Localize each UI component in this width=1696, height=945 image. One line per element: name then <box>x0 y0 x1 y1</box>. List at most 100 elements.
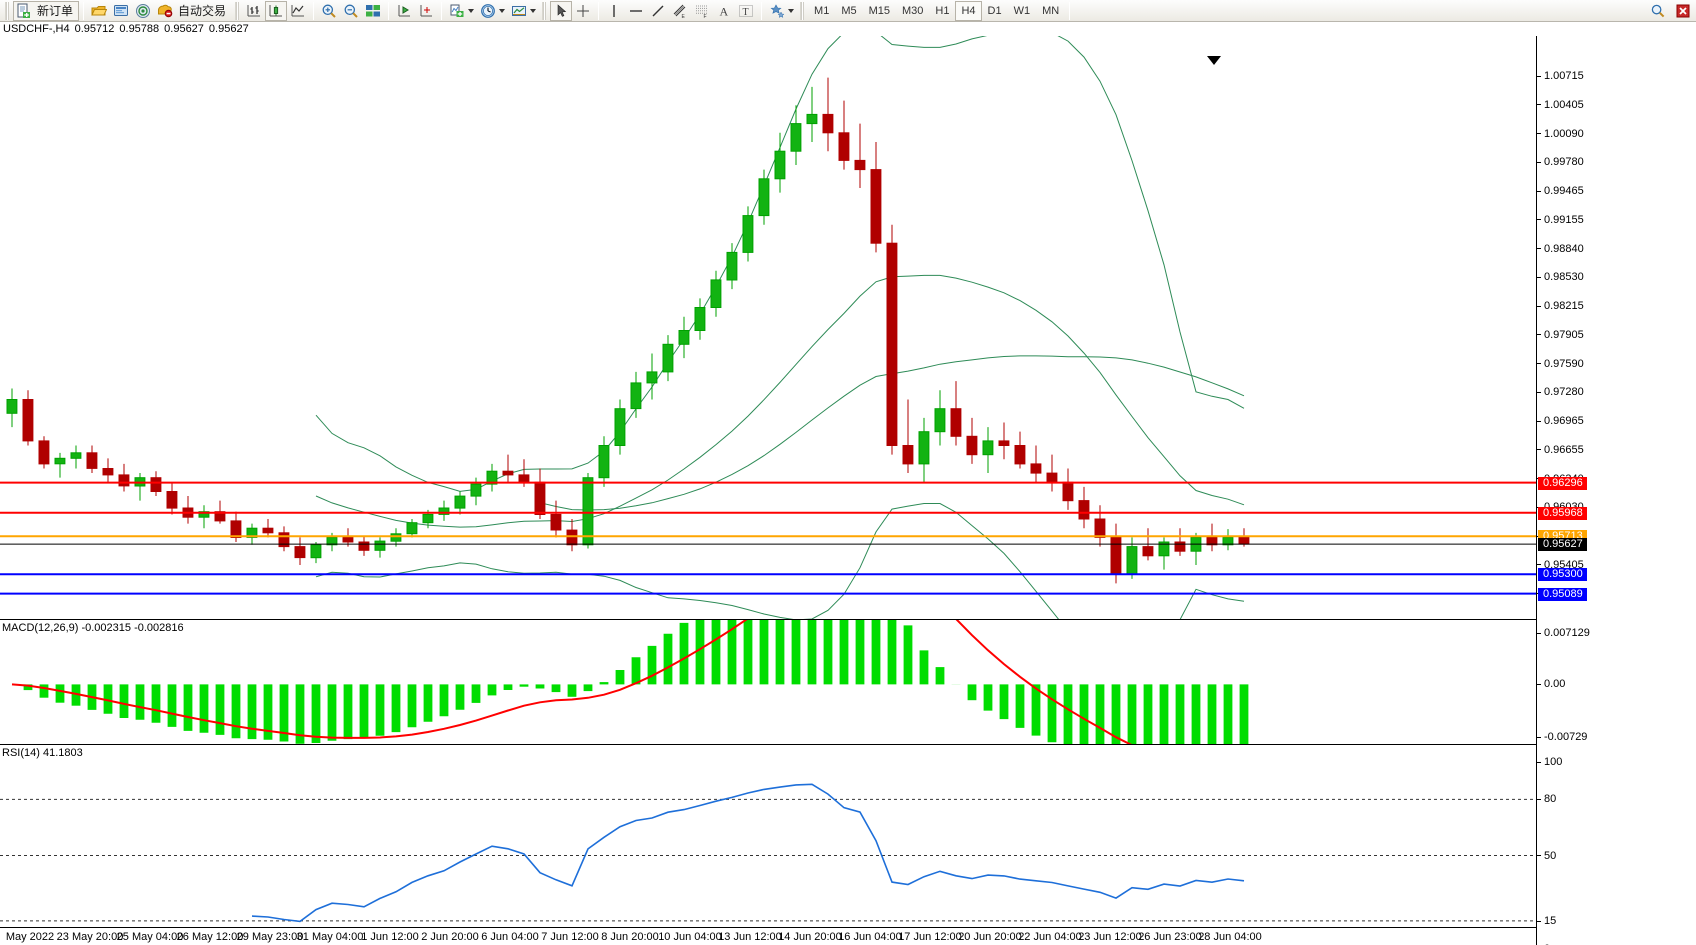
bar-chart-button[interactable] <box>243 1 265 21</box>
line-chart-button[interactable] <box>287 1 309 21</box>
price-axis[interactable]: 1.00715 1.00405 1.00090 0.99780 0.99465 0.991… <box>1536 36 1696 945</box>
time-axis-label: 7 Jun 12:00 <box>541 931 599 943</box>
price-axis-tick: 0.98840 <box>1537 243 1584 254</box>
vertical-line-icon <box>606 3 622 19</box>
price-axis-tick: 0.97280 <box>1537 387 1584 398</box>
period-clock-icon <box>480 3 496 19</box>
last-price-tag[interactable]: 0.95627 <box>1538 538 1587 552</box>
macd-signal-line <box>11 619 1132 744</box>
autotrading-label: 自动交易 <box>178 4 227 18</box>
time-axis[interactable]: May 2022 23 May 20:00 25 May 04:00 26 May 1… <box>0 927 1696 945</box>
candlestick <box>6 388 18 428</box>
timeframe-m15[interactable]: M15 <box>868 4 890 17</box>
timeframe-w1[interactable]: W1 <box>1013 4 1031 17</box>
rsi-line <box>251 783 1245 923</box>
price-panel[interactable] <box>0 36 1536 619</box>
bb-lower <box>315 503 1245 619</box>
shapes-button[interactable] <box>766 1 797 21</box>
rsi-axis-tick: 50 <box>1537 850 1556 861</box>
horizontal-line-button[interactable] <box>625 1 647 21</box>
candlestick <box>438 500 450 521</box>
panel-separator-2 <box>0 744 1536 745</box>
terminal-button[interactable] <box>110 1 132 21</box>
templates-caret-icon[interactable] <box>530 8 537 13</box>
macd-axis-tick: 0.00 <box>1537 679 1565 690</box>
macd-panel[interactable] <box>0 619 1536 744</box>
time-axis-label: 29 May 23:00 <box>236 931 304 943</box>
resistance-1-tag[interactable]: 0.96296 <box>1538 476 1587 490</box>
timeframe-m30[interactable]: M30 <box>902 4 924 17</box>
support-1-tag[interactable]: 0.95300 <box>1538 568 1587 582</box>
candlestick <box>102 458 114 483</box>
time-axis-label: 20 Jun 20:00 <box>958 931 1022 943</box>
text-button[interactable]: A <box>713 1 735 21</box>
candlestick <box>854 123 866 188</box>
close-button[interactable] <box>1672 1 1694 21</box>
candlestick <box>1174 528 1186 556</box>
new-order-label: 新订单 <box>37 4 74 18</box>
vertical-line-button[interactable] <box>603 1 625 21</box>
macd-label: MACD(12,26,9) -0.002315 -0.002816 <box>2 622 184 634</box>
timeframe-h1[interactable]: H1 <box>935 4 950 17</box>
trendline-button[interactable] <box>647 1 669 21</box>
price-axis-tick: 0.99465 <box>1537 186 1584 197</box>
candlestick-chart-button[interactable] <box>265 0 288 21</box>
candlestick <box>1222 529 1234 551</box>
rsi-axis-tick: 80 <box>1537 794 1556 805</box>
toolbar-separator-1 <box>83 1 85 20</box>
toolbar-grip-2[interactable] <box>235 1 241 20</box>
resistance-2-tag[interactable]: 0.95968 <box>1538 506 1587 520</box>
autotrading-button[interactable]: 自动交易 <box>154 1 232 21</box>
data-folder-button[interactable] <box>88 1 110 21</box>
price-axis-tick: 0.96655 <box>1537 444 1584 455</box>
equidistant-channel-button[interactable]: E <box>669 1 691 21</box>
macd-axis-tick: 0.007129 <box>1537 628 1590 639</box>
svg-text:F: F <box>704 14 707 19</box>
indicators-caret-icon[interactable] <box>468 8 475 13</box>
toolbar-grip-4[interactable] <box>800 1 806 20</box>
equidistant-channel-icon: E <box>672 3 688 19</box>
toolbar-grip-3[interactable] <box>542 1 548 20</box>
candlestick <box>486 463 498 492</box>
mql5-community-button[interactable] <box>132 1 154 21</box>
chart-area[interactable]: MACD(12,26,9) -0.002315 -0.002816 RSI(14… <box>0 36 1696 945</box>
chart-shift-end-button[interactable] <box>415 1 437 21</box>
text-label-button[interactable]: T <box>735 1 757 21</box>
crosshair-button[interactable] <box>572 1 594 21</box>
candlestick <box>806 86 818 143</box>
search-button[interactable] <box>1647 1 1669 21</box>
candlestick <box>118 463 130 492</box>
price-axis-tick: 0.99155 <box>1537 214 1584 225</box>
candlestick <box>374 537 386 558</box>
timeframe-m5[interactable]: M5 <box>841 4 857 17</box>
toolbar-separator-4 <box>441 1 443 20</box>
candlestick <box>566 519 578 552</box>
templates-button[interactable] <box>508 1 539 21</box>
timeframe-d1[interactable]: D1 <box>987 4 1002 17</box>
chart-shift-button[interactable] <box>362 1 384 21</box>
zoom-out-button[interactable] <box>340 1 362 21</box>
candlestick <box>454 491 466 515</box>
period-button[interactable] <box>477 1 508 21</box>
rsi-panel[interactable] <box>0 744 1536 945</box>
support-2-tag[interactable]: 0.95089 <box>1538 587 1587 601</box>
cursor-button[interactable] <box>550 0 573 21</box>
candlestick <box>502 454 514 483</box>
timeframe-h4[interactable]: H4 <box>955 0 982 21</box>
new-order-button[interactable]: 新订单 <box>13 0 80 21</box>
candlestick <box>86 445 98 474</box>
period-caret-icon[interactable] <box>499 8 506 13</box>
timeframe-mn[interactable]: MN <box>1042 4 1060 17</box>
candlestick <box>902 399 914 474</box>
timeframe-m1[interactable]: M1 <box>814 4 830 17</box>
symbol-info-bar: USDCHF-,H4 0.95712 0.95788 0.95627 0.956… <box>0 22 1696 36</box>
fibonacci-retracement-button[interactable]: F <box>691 1 713 21</box>
candlestick <box>710 270 722 317</box>
auto-scroll-button[interactable] <box>393 1 415 21</box>
toolbar-grip-1[interactable] <box>5 1 10 20</box>
indicators-button[interactable] <box>446 1 477 21</box>
chart-shift-end-icon <box>418 3 434 19</box>
zoom-in-button[interactable] <box>318 1 340 21</box>
price-axis-tick: 0.95405 <box>1537 559 1584 570</box>
shapes-caret-icon[interactable] <box>788 8 795 13</box>
